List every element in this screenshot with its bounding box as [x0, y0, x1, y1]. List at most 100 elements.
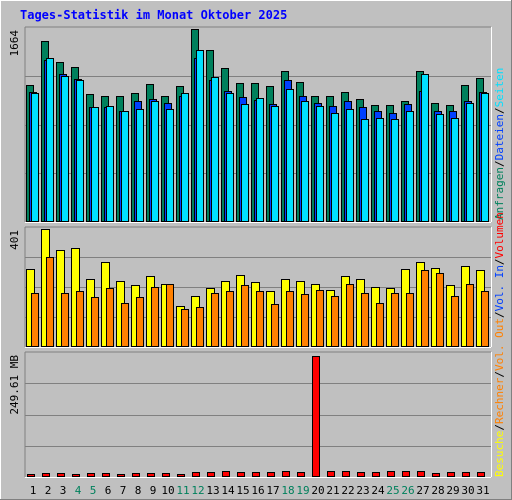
seiten-bar: [196, 50, 204, 222]
volumen-bar: [87, 473, 95, 477]
volumen-bar: [372, 472, 380, 477]
rechner-bar: [271, 304, 279, 347]
seiten-bar: [346, 109, 354, 222]
rechner-bar: [91, 297, 99, 347]
x-tick-label: 8: [135, 484, 142, 497]
legend-visits-volume-entry: Vol. Out: [493, 318, 506, 371]
x-axis-labels: 1 2 3 4 5 6 7 8 9 10 11 12 13 14 15 16 17 18 19 20 21 22 23 24 2…: [30, 484, 490, 497]
rechner-bar: [106, 288, 114, 347]
volumen-bar: [432, 473, 440, 477]
seiten-bar: [136, 109, 144, 222]
volumen-bar: [252, 472, 260, 477]
seiten-bar: [211, 77, 219, 222]
legend-visits-volume-entry: Vol. In: [493, 265, 506, 311]
x-tick-label: 11: [176, 484, 189, 497]
seiten-bar: [61, 76, 69, 222]
x-tick-label: 13: [206, 484, 219, 497]
chart-panels: 1664 401 249.61 MB: [8, 26, 492, 478]
legend-visits-volume-entry: Rechner: [493, 377, 506, 424]
seiten-bar: [166, 109, 174, 222]
seiten-bar: [286, 89, 294, 222]
seiten-bar: [46, 58, 54, 222]
seiten-bar: [361, 119, 369, 222]
rechner-bar: [256, 291, 264, 347]
volumen-bar: [192, 472, 200, 477]
rechner-bar: [31, 293, 39, 347]
legend-visits-volume-entry: /: [493, 424, 506, 431]
x-tick-label: 25: [386, 484, 399, 497]
x-tick-label: 14: [221, 484, 235, 497]
chart-title: Tages-Statistik im Monat Oktober 2025: [20, 8, 287, 22]
seiten-bar: [451, 118, 459, 222]
x-tick-label: 18: [281, 484, 294, 497]
seiten-bar: [181, 93, 189, 222]
legend-requests-entry: Seiten: [493, 68, 506, 108]
volumen-bar: [237, 472, 245, 477]
seiten-bar: [301, 101, 309, 222]
x-tick-label: 12: [191, 484, 204, 497]
volumen-bar: [447, 472, 455, 477]
volumen-bar: [57, 473, 65, 477]
volumen-bar: [477, 472, 485, 477]
volumen-bar: [312, 356, 320, 477]
rechner-bar: [286, 291, 294, 347]
volumen-bar: [402, 471, 410, 477]
rechner-bar: [301, 294, 309, 347]
seiten-bar: [376, 118, 384, 222]
x-tick-label: 27: [416, 484, 429, 497]
volumen-bar: [297, 472, 305, 477]
volume-max-label: 249.61 MB: [8, 355, 21, 415]
legend-requests-entry: /: [493, 107, 506, 114]
rechner-bar: [331, 296, 339, 347]
x-tick-label: 17: [266, 484, 279, 497]
visits-max-label: 401: [8, 230, 21, 250]
volumen-bar: [207, 472, 215, 477]
rechner-bar: [226, 291, 234, 347]
seiten-bar: [31, 93, 39, 222]
rechner-bar: [211, 293, 219, 347]
volumen-bar: [417, 471, 425, 477]
rechner-bar: [361, 293, 369, 347]
seiten-bar: [256, 98, 264, 222]
x-tick-label: 15: [236, 484, 249, 497]
x-tick-label: 7: [120, 484, 127, 497]
rechner-bar: [151, 287, 159, 347]
x-tick-label: 26: [401, 484, 414, 497]
seiten-bar: [406, 111, 414, 222]
rechner-bar: [241, 285, 249, 347]
legend-requests-entry: Dateien: [493, 114, 506, 160]
x-tick-label: 2: [45, 484, 52, 497]
x-tick-label: 28: [431, 484, 444, 497]
legend-visits-volume-entry: /: [493, 258, 506, 265]
seiten-bar: [121, 111, 129, 222]
volumen-bar: [222, 471, 230, 477]
volumen-bar: [327, 471, 335, 477]
seiten-bar: [331, 113, 339, 222]
x-tick-label: 10: [161, 484, 174, 497]
requests-panel: [24, 26, 492, 223]
rechner-bar: [481, 291, 489, 347]
x-tick-label: 16: [251, 484, 264, 497]
seiten-bar: [76, 80, 84, 222]
legend-requests-entry: /: [493, 160, 506, 167]
seiten-bar: [151, 101, 159, 222]
legends: Anfragen/Dateien/SeitenBesuche/Rechner/V…: [493, 68, 506, 477]
rechner-bar: [136, 297, 144, 347]
x-tick-label: 21: [326, 484, 339, 497]
rechner-bar: [181, 309, 189, 347]
visits-panel: [24, 226, 492, 348]
volumen-bar: [282, 471, 290, 477]
volumen-bar: [42, 473, 50, 477]
rechner-bar: [166, 284, 174, 347]
volumen-bar: [162, 473, 170, 477]
rechner-bar: [61, 293, 69, 347]
seiten-bar: [106, 106, 114, 222]
x-tick-label: 29: [446, 484, 459, 497]
seiten-bar: [466, 103, 474, 222]
rechner-bar: [346, 284, 354, 347]
legend-visits-volume-entry: Volumen: [493, 212, 506, 258]
x-tick-label: 23: [356, 484, 369, 497]
seiten-bar: [481, 93, 489, 222]
legend-visits-volume-entry: Besuche: [493, 431, 506, 477]
